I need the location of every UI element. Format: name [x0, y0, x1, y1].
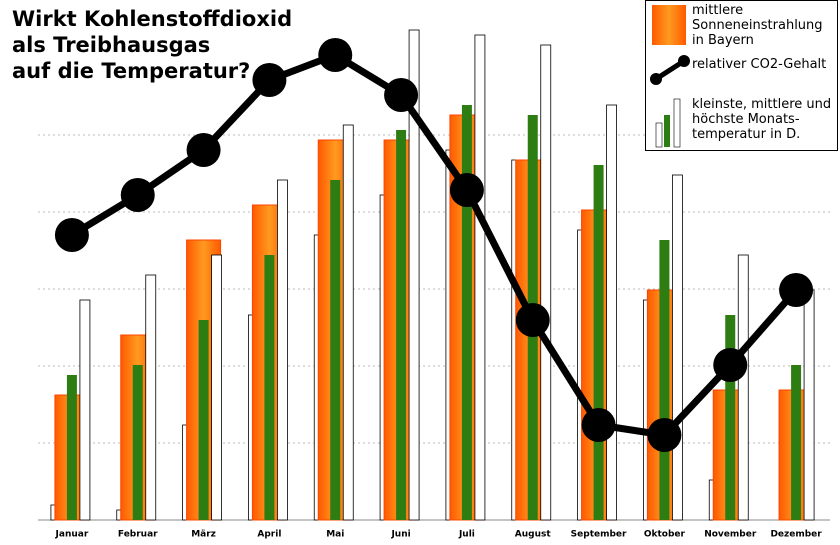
title-line: als Treibhausgas — [12, 33, 211, 57]
legend-label: relativer CO2-Gehalt — [692, 57, 827, 72]
bar — [277, 179, 288, 521]
bar — [791, 365, 802, 520]
co2-point — [384, 78, 419, 112]
x-tick-label: Mai — [326, 530, 344, 540]
co2-point — [318, 38, 353, 72]
bar — [474, 34, 486, 521]
bar — [725, 315, 736, 520]
bar — [79, 299, 91, 521]
co2-point — [449, 173, 484, 207]
x-tick-label: November — [704, 530, 757, 540]
legend-swatch — [652, 5, 686, 45]
bar — [396, 130, 407, 520]
bar — [408, 29, 420, 521]
legend: mittlere Sonneneinstrahlung in Bayern re… — [645, 0, 838, 151]
co2-point — [647, 418, 682, 452]
legend-label: kleinste, mittlere und höchste Monats-te… — [692, 97, 832, 142]
x-tick-label: März — [191, 530, 216, 540]
co2-point — [252, 63, 287, 97]
x-tick-label: Oktober — [644, 530, 686, 540]
bar — [540, 44, 552, 521]
co2-point — [779, 273, 814, 307]
bar — [593, 165, 604, 520]
bar — [659, 240, 670, 520]
co2-point — [713, 348, 748, 382]
co2-point — [120, 178, 155, 212]
bar — [606, 104, 617, 521]
x-tick-label: April — [257, 530, 281, 540]
title-line: Wirkt Kohlenstoffdioxid — [12, 7, 293, 31]
x-tick-label: Januar — [55, 530, 89, 540]
legend-swatch — [650, 55, 690, 85]
bar — [132, 365, 143, 520]
bar — [145, 274, 157, 521]
bar — [737, 254, 749, 521]
x-tick-label: Dezember — [770, 530, 822, 540]
x-tick-label: Juli — [458, 530, 475, 540]
x-tick-label: September — [571, 530, 627, 540]
title-line: auf die Temperatur? — [12, 59, 251, 83]
bar — [672, 174, 683, 521]
x-tick-label: Februar — [118, 530, 158, 540]
bar — [198, 320, 209, 520]
co2-point — [515, 303, 550, 337]
legend-swatch — [655, 98, 681, 148]
co2-point — [186, 133, 221, 167]
x-tick-label: Juni — [390, 530, 410, 540]
bar — [342, 124, 354, 521]
bar — [330, 180, 341, 520]
legend-label: mittlere Sonneneinstrahlung in Bayern — [692, 3, 823, 48]
bar — [66, 375, 77, 520]
co2-point — [581, 408, 616, 442]
bar — [803, 289, 815, 521]
bar — [264, 255, 275, 520]
x-tick-label: August — [515, 530, 552, 540]
title: Wirkt Kohlenstoffdioxid als Treibhausgas… — [12, 6, 292, 84]
co2-point — [54, 218, 89, 252]
bar — [461, 105, 472, 520]
bar — [211, 254, 222, 521]
